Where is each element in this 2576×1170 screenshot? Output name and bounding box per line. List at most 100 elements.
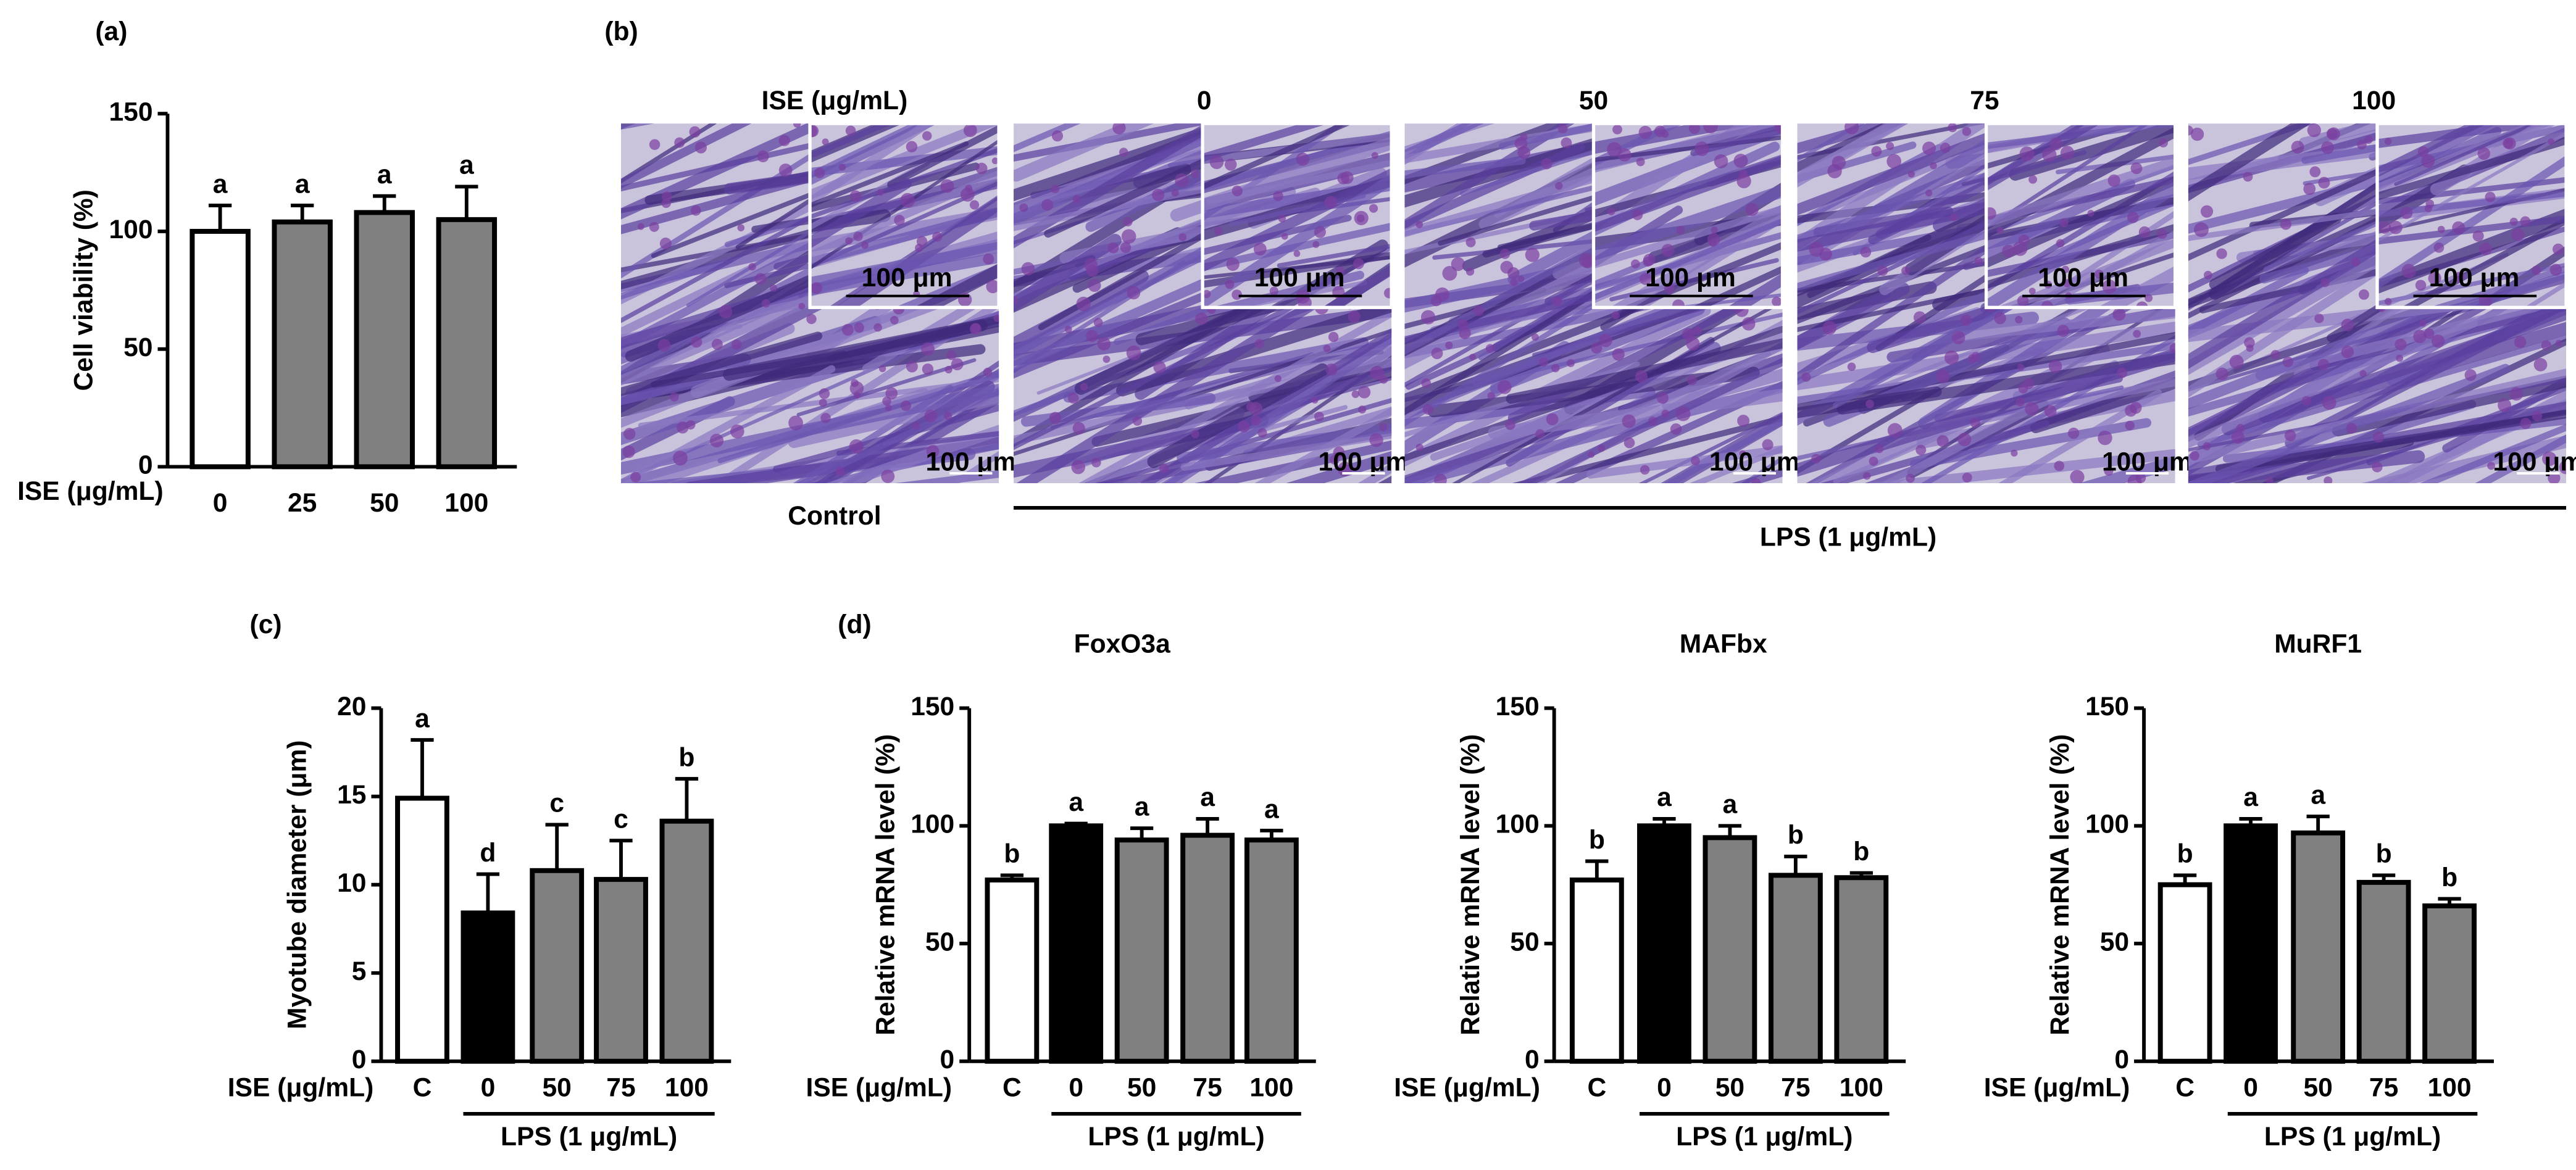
myotube <box>1203 123 1354 190</box>
nucleus <box>1561 137 1572 149</box>
nucleus <box>2425 199 2434 208</box>
nucleus <box>2301 396 2312 406</box>
nucleus <box>1296 152 1309 166</box>
nucleus <box>1498 380 1512 394</box>
scale-bar-label: 100 μm <box>2493 447 2576 476</box>
nucleus <box>845 125 856 136</box>
nucleus <box>2401 263 2416 278</box>
nucleus <box>1383 288 1392 299</box>
nucleus <box>1175 173 1189 188</box>
significance-label: a <box>459 151 474 180</box>
nucleus <box>2280 218 2292 230</box>
nucleus <box>1415 443 1423 452</box>
myotube <box>638 376 999 428</box>
myotube <box>1797 123 1904 173</box>
nucleus <box>1962 127 1972 136</box>
group-label: LPS (1 μg/mL) <box>501 1122 677 1151</box>
myotube <box>1951 308 2175 342</box>
nucleus <box>2417 146 2429 157</box>
bar <box>190 228 251 470</box>
nucleus <box>1648 417 1657 426</box>
chart-title: MAFbx <box>1680 629 1767 659</box>
nucleus <box>1051 185 1060 194</box>
myotube <box>1203 123 1329 162</box>
nucleus <box>1159 463 1169 473</box>
nucleus <box>1226 257 1240 271</box>
significance-label: a <box>1200 782 1215 812</box>
nucleus <box>1112 123 1126 135</box>
nucleus <box>732 339 742 350</box>
significance-label: b <box>678 742 694 772</box>
nucleus <box>1422 404 1433 415</box>
myotube <box>810 162 980 213</box>
nucleus <box>1951 331 1965 344</box>
nucleus <box>793 123 801 128</box>
significance-label: b <box>2441 863 2457 892</box>
myotube <box>620 257 733 300</box>
nucleus <box>1517 146 1531 159</box>
y-tick-label: 100 <box>2085 810 2129 839</box>
myotube <box>1203 123 1347 222</box>
nucleus <box>1093 318 1103 327</box>
nucleus <box>1311 396 1319 404</box>
nucleus <box>2044 405 2057 417</box>
myotube <box>1797 123 1991 252</box>
x-tick-label: C <box>1002 1072 1022 1102</box>
nucleus <box>946 350 957 360</box>
nucleus <box>778 135 790 146</box>
nucleus <box>1707 233 1720 246</box>
nucleus <box>1126 345 1141 360</box>
nucleus <box>2396 354 2403 362</box>
nucleus <box>1225 280 1235 289</box>
nucleus <box>2056 239 2065 248</box>
y-tick-label: 150 <box>911 692 954 721</box>
nucleus <box>1232 289 1242 300</box>
column-label: 75 <box>1970 86 1999 115</box>
myotube <box>1277 244 1392 268</box>
myotube <box>1014 413 1269 478</box>
significance-label: d <box>480 838 496 868</box>
myotube <box>2030 377 2175 433</box>
nucleus <box>1703 123 1718 134</box>
nucleus <box>2548 138 2555 145</box>
nucleus <box>2437 225 2445 233</box>
myotube <box>1867 302 2004 354</box>
myotube <box>1797 238 2001 381</box>
nucleus <box>1371 152 1378 159</box>
y-tick-label: 0 <box>940 1045 955 1074</box>
myotube <box>1690 127 1783 156</box>
nucleus <box>810 125 819 138</box>
nucleus <box>2504 137 2516 150</box>
nucleus <box>916 236 928 247</box>
nucleus <box>1639 273 1652 285</box>
nucleus <box>2138 226 2151 238</box>
group-label: LPS (1 μg/mL) <box>1676 1122 1853 1151</box>
myotube <box>1531 341 1783 483</box>
myotube <box>1986 156 2175 228</box>
nucleus <box>1962 472 1972 483</box>
nucleus <box>2028 175 2038 184</box>
nucleus <box>975 162 988 175</box>
nucleus <box>1557 123 1568 134</box>
nucleus <box>1088 279 1101 292</box>
nucleus <box>2303 183 2316 196</box>
nucleus <box>1473 305 1484 317</box>
nucleus <box>630 471 641 483</box>
nucleus <box>1552 296 1562 307</box>
myotube <box>1998 389 2162 483</box>
scale-bar-label: 100 μm <box>2038 263 2128 292</box>
nucleus <box>1636 157 1645 167</box>
nucleus <box>1430 295 1442 307</box>
nucleus <box>2514 336 2527 348</box>
nucleus <box>2063 279 2072 288</box>
nucleus <box>912 422 920 429</box>
nucleus <box>1335 266 1345 276</box>
nucleus <box>1607 142 1622 157</box>
nucleus <box>1451 257 1465 272</box>
nucleus <box>1107 242 1119 254</box>
x-tick-label: 100 <box>444 488 488 518</box>
nucleus <box>798 302 806 310</box>
chart-title: MuRF1 <box>2274 629 2362 659</box>
nucleus <box>2265 476 2274 483</box>
